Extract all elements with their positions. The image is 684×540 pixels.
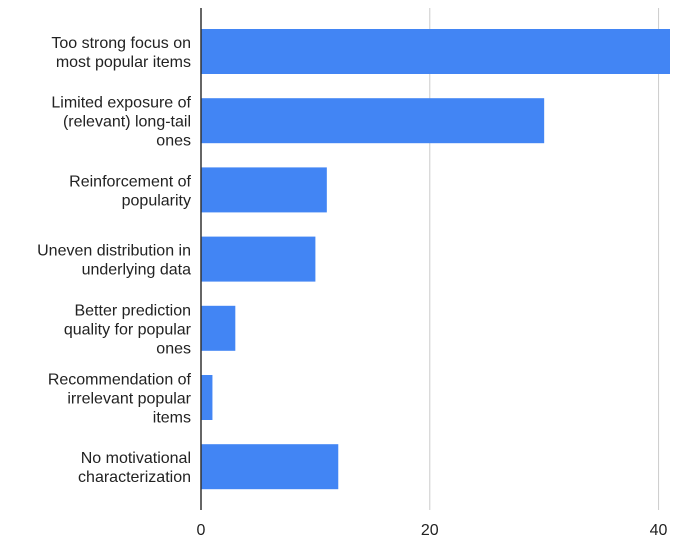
gridlines	[429, 8, 660, 510]
category-label-0: Too strong focus on most popular items	[51, 35, 191, 71]
x-axis-ticks: 0 20 40	[197, 522, 668, 539]
category-labels: Too strong focus on most popular items Lim…	[37, 35, 192, 486]
category-label-line: items	[153, 410, 191, 427]
category-label-line: popularity	[122, 192, 191, 209]
category-label-4: Better prediction quality for popular ones	[64, 302, 192, 357]
bar-2	[201, 167, 327, 213]
category-label-line: (relevant) long-tail	[63, 114, 191, 131]
category-label-line: Limited exposure of	[51, 95, 191, 112]
bar-3	[201, 236, 316, 282]
category-label-line: quality for popular	[64, 321, 192, 338]
category-label-line: Better prediction	[74, 302, 191, 319]
category-label-line: Uneven distribution in	[37, 243, 191, 260]
category-label-5: Recommendation of irrelevant popular items	[48, 372, 192, 427]
bar-0	[201, 29, 670, 74]
bar-1	[201, 98, 545, 144]
bar-6	[201, 444, 339, 490]
x-tick-label-0: 0	[197, 522, 206, 539]
category-label-line: irrelevant popular	[67, 391, 191, 408]
category-label-line: ones	[156, 133, 191, 150]
category-label-line: most popular items	[56, 54, 191, 71]
bar-5	[201, 375, 213, 420]
category-label-3: Uneven distribution in underlying data	[37, 243, 191, 279]
category-label-6: No motivational characterization	[78, 450, 191, 486]
category-label-line: Too strong focus on	[51, 35, 191, 52]
x-tick-label-20: 20	[421, 522, 439, 539]
category-label-line: characterization	[78, 469, 191, 486]
category-label-2: Reinforcement of popularity	[69, 173, 191, 209]
category-label-line: Reinforcement of	[69, 173, 191, 190]
category-label-1: Limited exposure of (relevant) long-tail o…	[51, 95, 191, 150]
category-label-line: No motivational	[81, 450, 191, 467]
category-label-line: underlying data	[82, 262, 192, 279]
x-tick-label-40: 40	[650, 522, 668, 539]
bars	[201, 29, 670, 490]
category-label-line: ones	[156, 340, 191, 357]
category-label-line: Recommendation of	[48, 372, 192, 389]
bar-4	[201, 305, 236, 351]
